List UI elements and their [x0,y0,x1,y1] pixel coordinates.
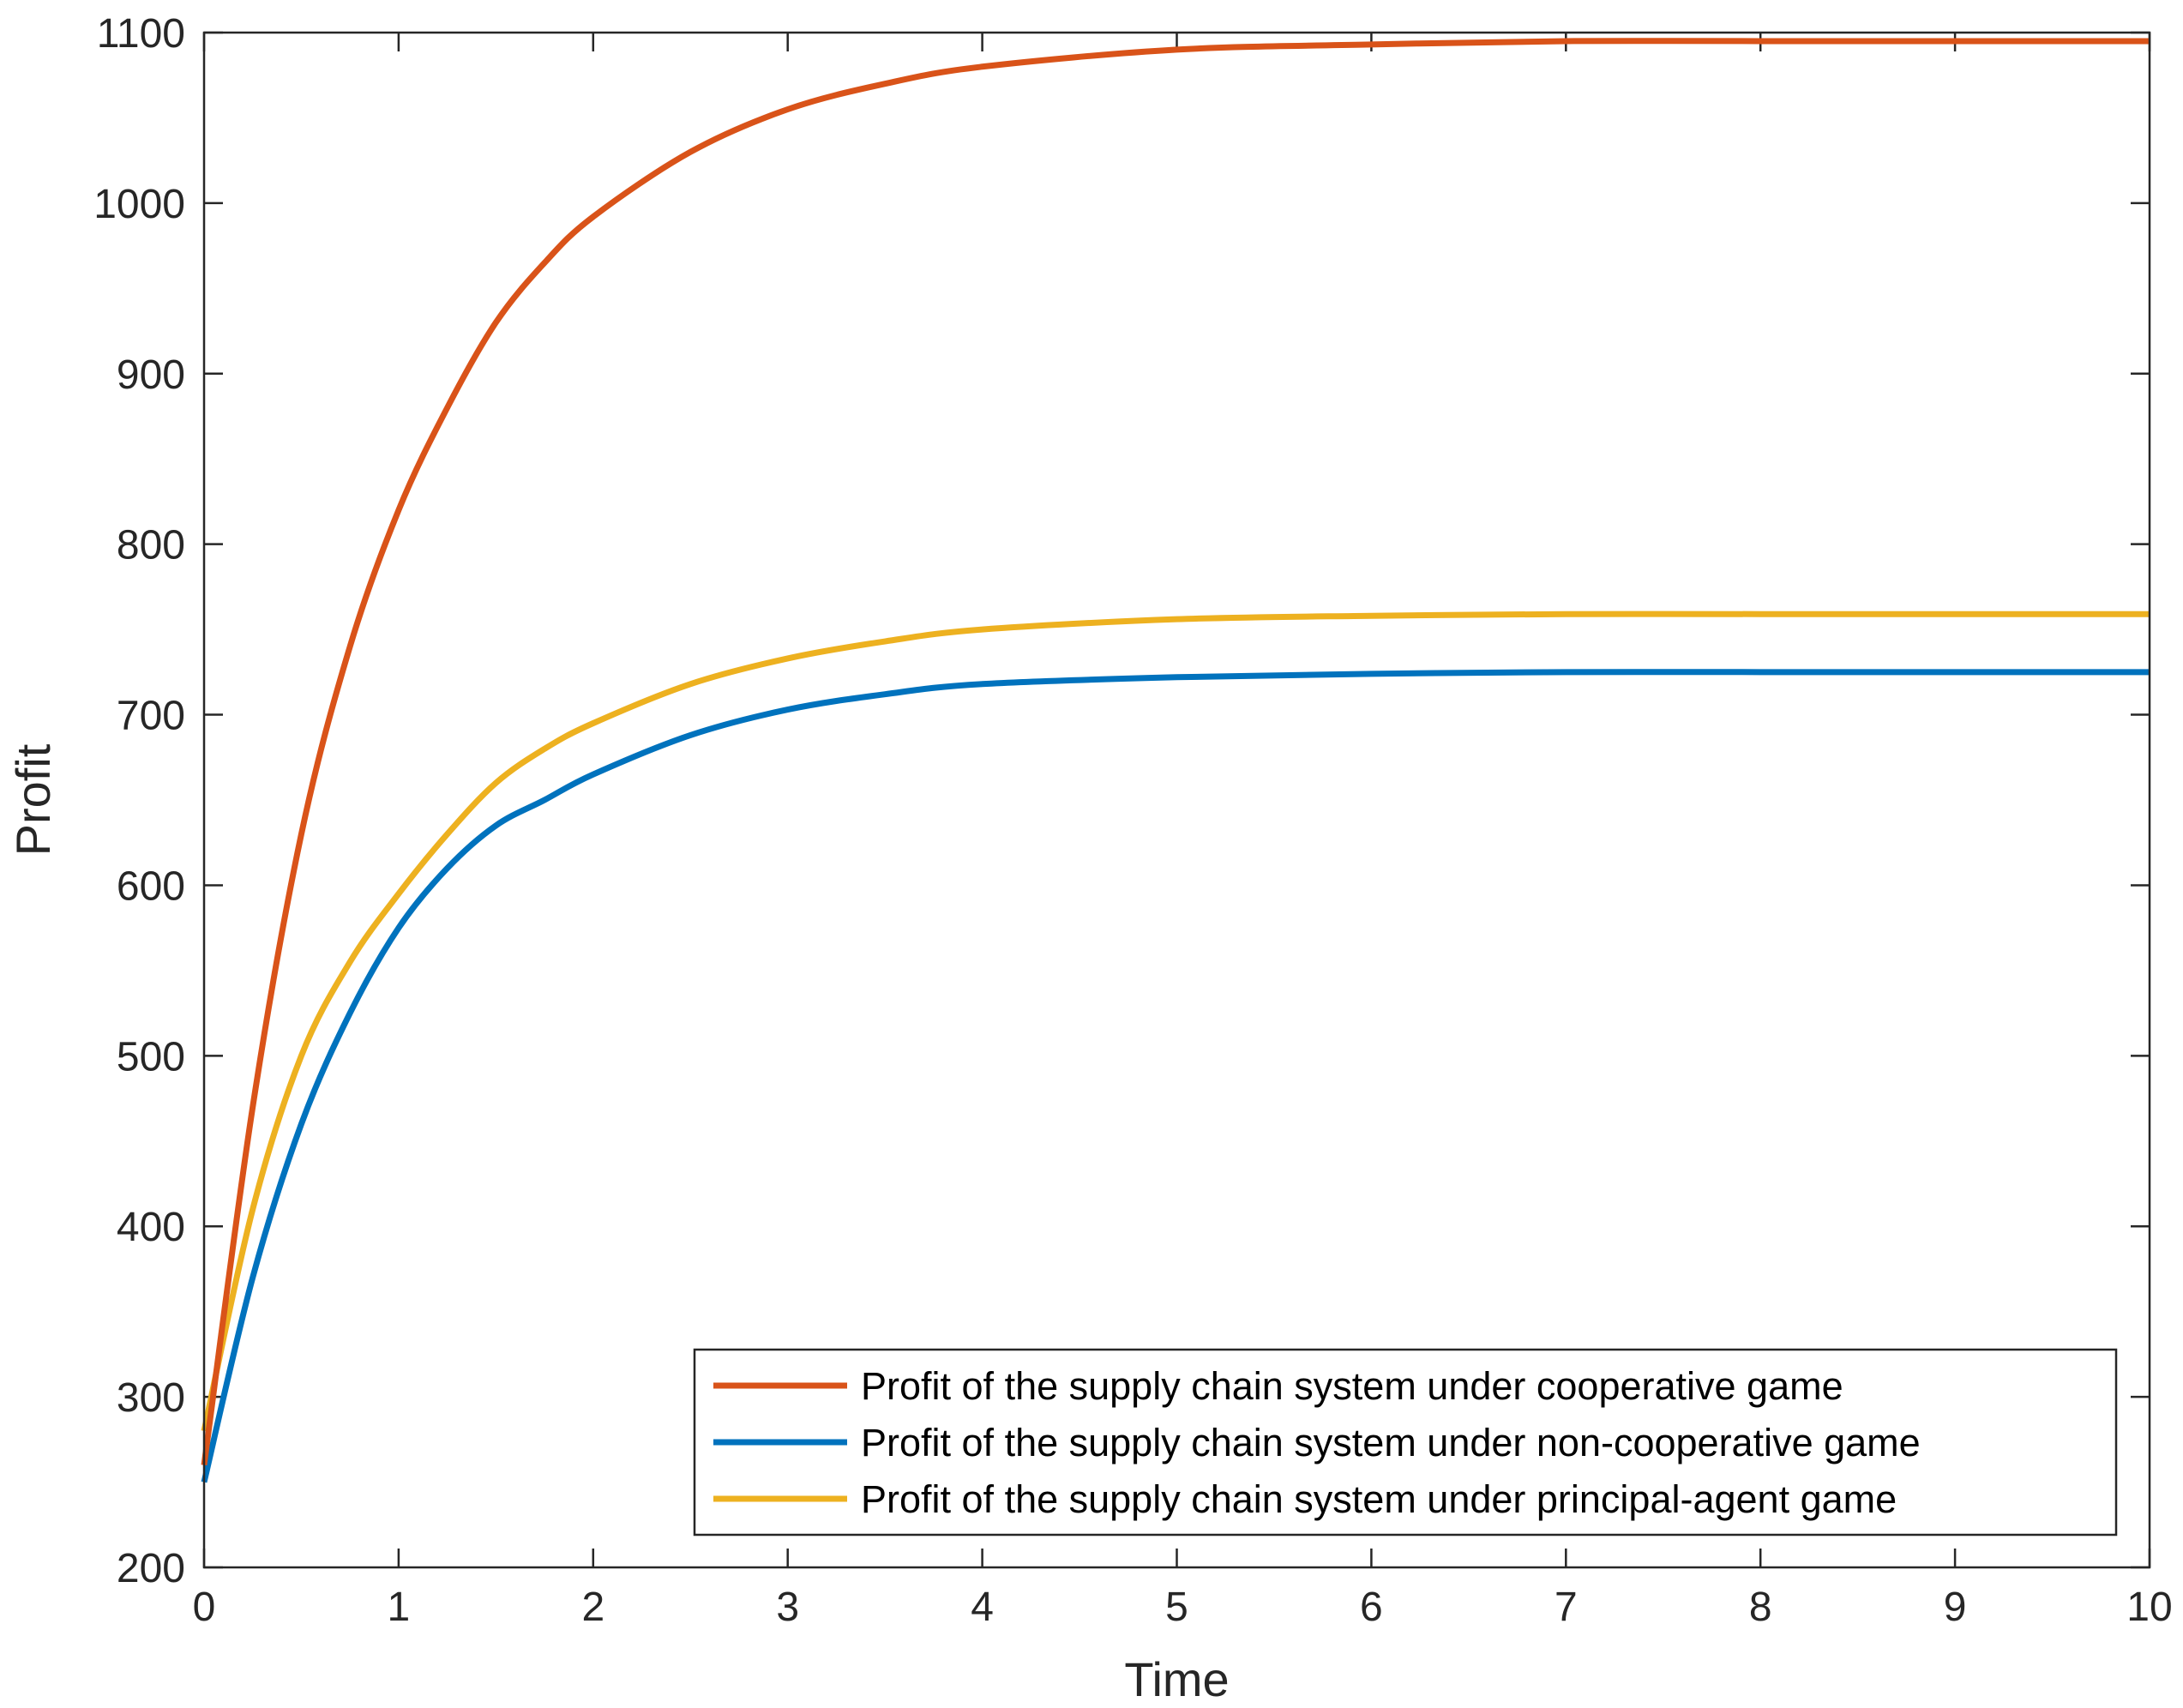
plot-frame [202,31,2151,1569]
legend-label-1: Profit of the supply chain system under … [861,1421,1921,1464]
x-tick-label: 3 [776,1585,799,1630]
y-axis-label: Profit [6,743,60,856]
y-tick-label: 500 [117,1034,185,1080]
x-tick-label: 8 [1749,1585,1772,1630]
series-line-1 [201,669,2150,1483]
y-tick-label: 1000 [93,182,185,227]
y-tick-label: 400 [117,1205,185,1250]
series-line-0 [201,38,2150,1466]
x-tick-label: 2 [581,1585,604,1630]
y-tick-label: 600 [117,863,185,909]
series-lines [201,38,2150,1483]
x-tick-label: 7 [1555,1585,1578,1630]
legend-label-0: Profit of the supply chain system under … [861,1364,1843,1408]
x-tick-label: 1 [388,1585,411,1630]
y-tick-label: 800 [117,523,185,568]
x-tick-label: 9 [1944,1585,1967,1630]
tick-labels: 0 1 2 3 4 5 6 7 8 9 10 200 300 400 500 600 700 800 900 1000… [93,11,2172,1630]
x-tick-label: 4 [971,1585,994,1630]
x-tick-label: 5 [1165,1585,1188,1630]
legend-box [693,1348,2118,1537]
legend: Profit of the supply chain system under … [693,1348,2118,1537]
series-line-2 [201,610,2150,1432]
x-axis-label: Time [1124,1652,1229,1706]
legend-label-2: Profit of the supply chain system under … [861,1477,1897,1521]
y-tick-label: 200 [117,1546,185,1591]
x-tick-label: 0 [193,1585,216,1630]
y-tick-label: 300 [117,1375,185,1421]
x-tick-label: 6 [1360,1585,1383,1630]
y-tick-label: 1100 [97,11,185,57]
y-tick-label: 700 [117,694,185,739]
x-tick-label: 10 [2126,1585,2172,1630]
y-tick-label: 900 [117,352,185,398]
